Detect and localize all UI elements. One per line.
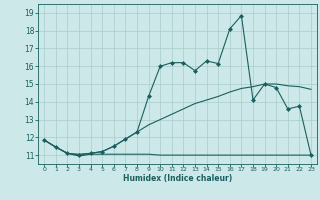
X-axis label: Humidex (Indice chaleur): Humidex (Indice chaleur) <box>123 174 232 183</box>
